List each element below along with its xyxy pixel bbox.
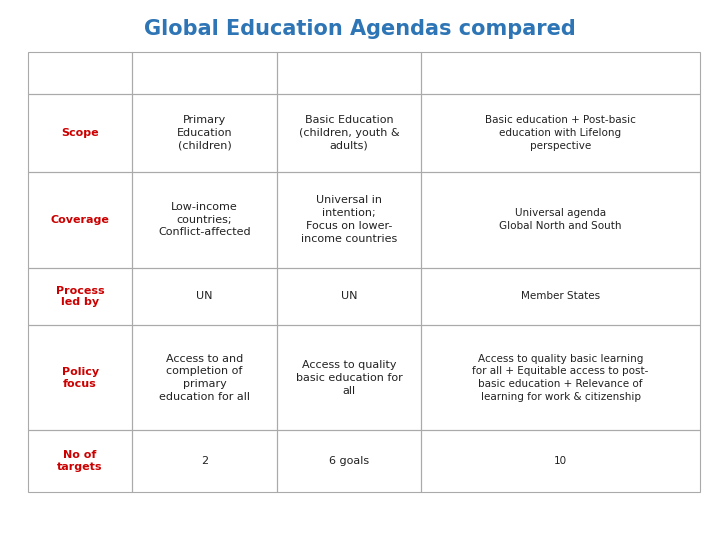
Text: 2: 2 [201, 456, 208, 466]
Text: INSTITUTE
FOR
STATISTICS: INSTITUTE FOR STATISTICS [52, 513, 76, 526]
Text: Policy
focus: Policy focus [61, 367, 99, 389]
Text: Scope: Scope [61, 128, 99, 138]
Text: Global Education Agendas compared: Global Education Agendas compared [144, 18, 576, 38]
Text: UN: UN [196, 292, 212, 301]
Text: Access to quality
basic education for
all: Access to quality basic education for al… [295, 360, 402, 396]
Text: UN: UN [341, 292, 357, 301]
Text: MDG2: MDG2 [179, 65, 230, 80]
Text: Basic education + Post-basic
education with Lifelong
perspective: Basic education + Post-basic education w… [485, 115, 636, 151]
Text: EFA: EFA [333, 65, 364, 80]
Text: SDG4: SDG4 [537, 65, 584, 80]
Text: 10: 10 [554, 456, 567, 466]
Text: Universal in
intention;
Focus on lower-
income countries: Universal in intention; Focus on lower- … [301, 195, 397, 244]
Text: Primary
Education
(children): Primary Education (children) [176, 115, 233, 151]
Text: UNESCO: UNESCO [52, 508, 76, 513]
Text: Low-income
countries;
Conflict-affected: Low-income countries; Conflict-affected [158, 202, 251, 238]
Text: Access to quality basic learning
for all + Equitable access to post-
basic educa: Access to quality basic learning for all… [472, 354, 649, 402]
Text: Universal agenda
Global North and South: Universal agenda Global North and South [499, 208, 622, 231]
Text: No of
targets: No of targets [58, 450, 103, 472]
Text: Coverage: Coverage [50, 214, 109, 225]
Text: 6 goals: 6 goals [329, 456, 369, 466]
Text: Basic Education
(children, youth &
adults): Basic Education (children, youth & adult… [299, 115, 399, 151]
Text: Member States: Member States [521, 292, 600, 301]
Text: Process
led by: Process led by [55, 286, 104, 307]
Text: Access to and
completion of
primary
education for all: Access to and completion of primary educ… [159, 354, 250, 402]
